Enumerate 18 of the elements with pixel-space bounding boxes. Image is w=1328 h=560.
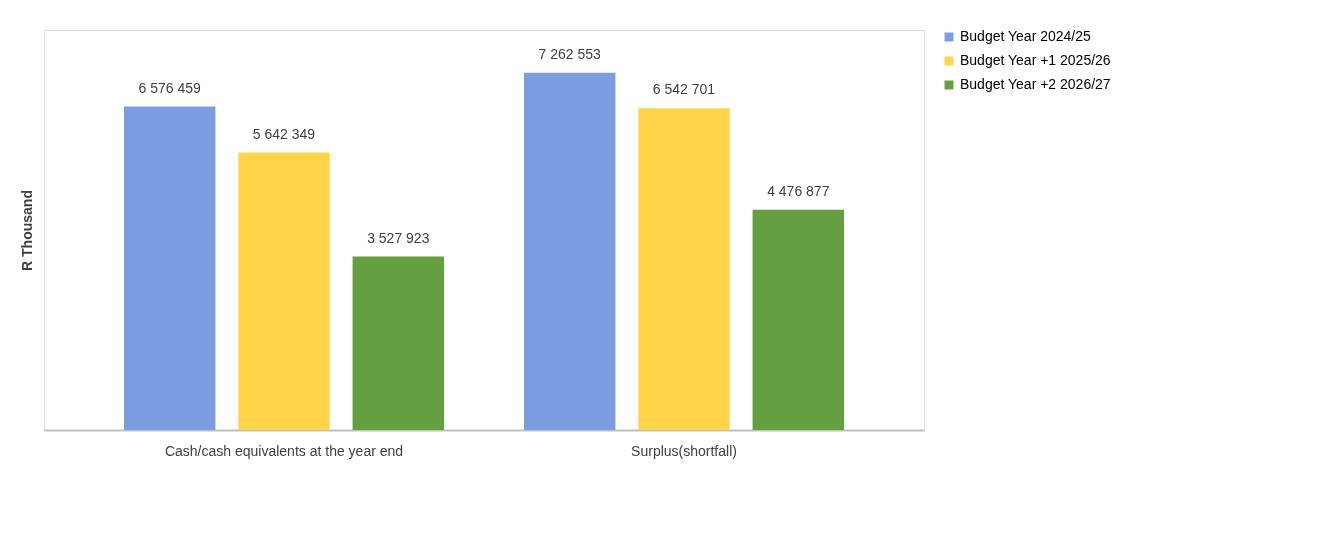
legend-label: Budget Year 2024/25 [960, 28, 1092, 44]
y-axis-title: R Thousand [18, 190, 35, 271]
data-label: 5 642 349 [252, 125, 316, 142]
bar [352, 256, 444, 430]
bar [238, 152, 330, 430]
legend-label: Budget Year +1 2025/26 [960, 52, 1111, 68]
x-tick-label: Surplus(shortfall) [631, 442, 737, 459]
legend-label: Budget Year +2 2026/27 [960, 76, 1111, 92]
data-label: 4 476 877 [767, 182, 830, 199]
bar [752, 209, 844, 430]
bar [524, 72, 616, 430]
data-label: 6 542 701 [652, 81, 716, 98]
bar [638, 108, 730, 430]
bar [124, 106, 216, 430]
x-tick-label: Cash/cash equivalents at the year end [164, 442, 404, 459]
data-label: 6 576 459 [138, 79, 202, 96]
data-label: 7 262 553 [538, 45, 602, 62]
data-label: 3 527 923 [367, 229, 430, 246]
